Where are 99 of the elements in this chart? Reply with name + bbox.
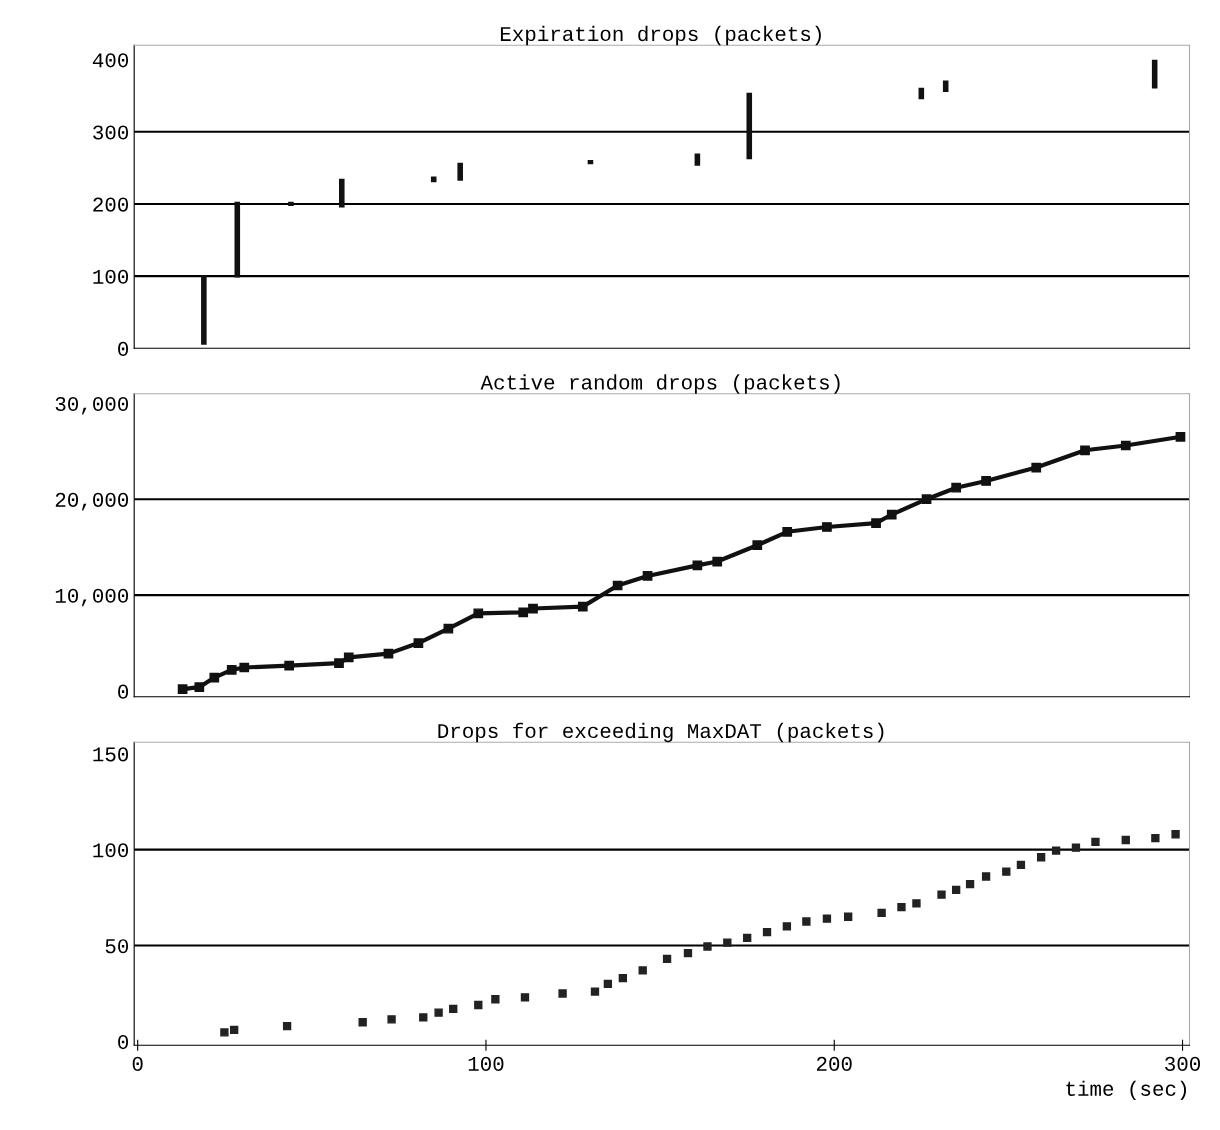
point <box>590 987 600 996</box>
point <box>528 603 538 614</box>
point <box>1080 445 1090 456</box>
y-tick-label: 20,000 <box>55 492 129 511</box>
y-tick-label: 0 <box>118 341 129 356</box>
point <box>937 890 946 899</box>
point <box>743 933 752 943</box>
point <box>284 660 295 671</box>
y-tick-label: 30,000 <box>55 396 129 415</box>
bar <box>694 153 701 166</box>
point <box>822 522 832 532</box>
point <box>712 556 723 567</box>
point <box>387 1015 396 1024</box>
bar <box>457 162 463 181</box>
point <box>443 623 454 634</box>
point <box>1091 837 1100 847</box>
point <box>802 917 811 926</box>
point <box>822 914 832 923</box>
point <box>1175 431 1186 442</box>
point <box>334 658 344 669</box>
y-tick-label: 200 <box>93 197 129 212</box>
y-tick-label: 150 <box>93 747 129 762</box>
y-tick-label: 10,000 <box>55 588 129 607</box>
point <box>282 1021 292 1031</box>
bar <box>338 178 345 208</box>
y-tick-label: 0 <box>118 1035 129 1050</box>
point <box>1002 867 1011 876</box>
chart-title: Active random drops (packets) <box>480 374 840 394</box>
point <box>638 966 647 975</box>
point <box>951 482 962 493</box>
point <box>413 638 424 648</box>
point <box>965 879 975 889</box>
point <box>1171 830 1180 839</box>
x-tick-label: 100 <box>468 1056 504 1071</box>
point <box>1121 835 1130 845</box>
x-tick-label: 0 <box>132 1056 143 1071</box>
point <box>981 872 991 881</box>
point <box>434 1008 443 1017</box>
point <box>209 672 220 683</box>
point <box>662 954 672 964</box>
y-tick-label: 100 <box>93 269 129 284</box>
point <box>1120 440 1131 451</box>
point <box>912 899 921 908</box>
chart-title: Expiration drops (packets) <box>500 25 821 46</box>
point <box>558 989 567 998</box>
x-tick-label: 200 <box>816 1056 852 1071</box>
point <box>782 922 792 931</box>
point <box>603 979 613 989</box>
bar <box>430 176 437 183</box>
y-tick-label: 50 <box>105 939 129 954</box>
point <box>782 526 793 537</box>
point <box>229 1025 239 1035</box>
point <box>1151 833 1160 843</box>
point <box>358 1018 367 1027</box>
point <box>194 682 205 693</box>
point <box>419 1013 428 1022</box>
point <box>703 942 712 951</box>
point <box>897 902 906 912</box>
point <box>520 993 530 1002</box>
point <box>1036 853 1046 862</box>
point <box>1031 462 1042 473</box>
y-tick-label: 0 <box>118 684 129 699</box>
point <box>239 662 250 673</box>
point <box>877 908 886 918</box>
y-tick-label: 300 <box>93 125 129 140</box>
point <box>1051 846 1061 855</box>
point <box>752 540 763 551</box>
point <box>220 1028 229 1037</box>
point <box>226 665 237 675</box>
point <box>642 571 653 581</box>
point <box>723 938 732 947</box>
y-tick-label: 100 <box>93 843 129 858</box>
point <box>921 494 932 505</box>
point <box>343 652 354 663</box>
point <box>683 949 693 958</box>
y-tick-label: 400 <box>92 53 129 68</box>
point <box>491 995 500 1004</box>
point <box>518 607 529 618</box>
bar <box>288 201 294 207</box>
point <box>981 476 991 486</box>
x-tick-label: 300 <box>1165 1056 1200 1071</box>
bar <box>746 92 753 160</box>
point <box>886 509 897 520</box>
point <box>871 518 881 529</box>
point <box>762 927 772 937</box>
point <box>473 608 484 619</box>
point <box>449 1004 458 1013</box>
point <box>1071 843 1081 852</box>
bar <box>234 201 241 278</box>
point <box>618 973 628 983</box>
point <box>844 912 853 921</box>
point <box>577 601 588 612</box>
point <box>951 885 961 895</box>
point <box>177 684 188 694</box>
bar <box>201 275 207 345</box>
point <box>1016 860 1026 870</box>
chart-title: Drops for exceeding MaxDAT (packets) <box>438 722 884 743</box>
x-axis-title: time (sec) <box>1066 1080 1186 1101</box>
point <box>474 1000 483 1010</box>
